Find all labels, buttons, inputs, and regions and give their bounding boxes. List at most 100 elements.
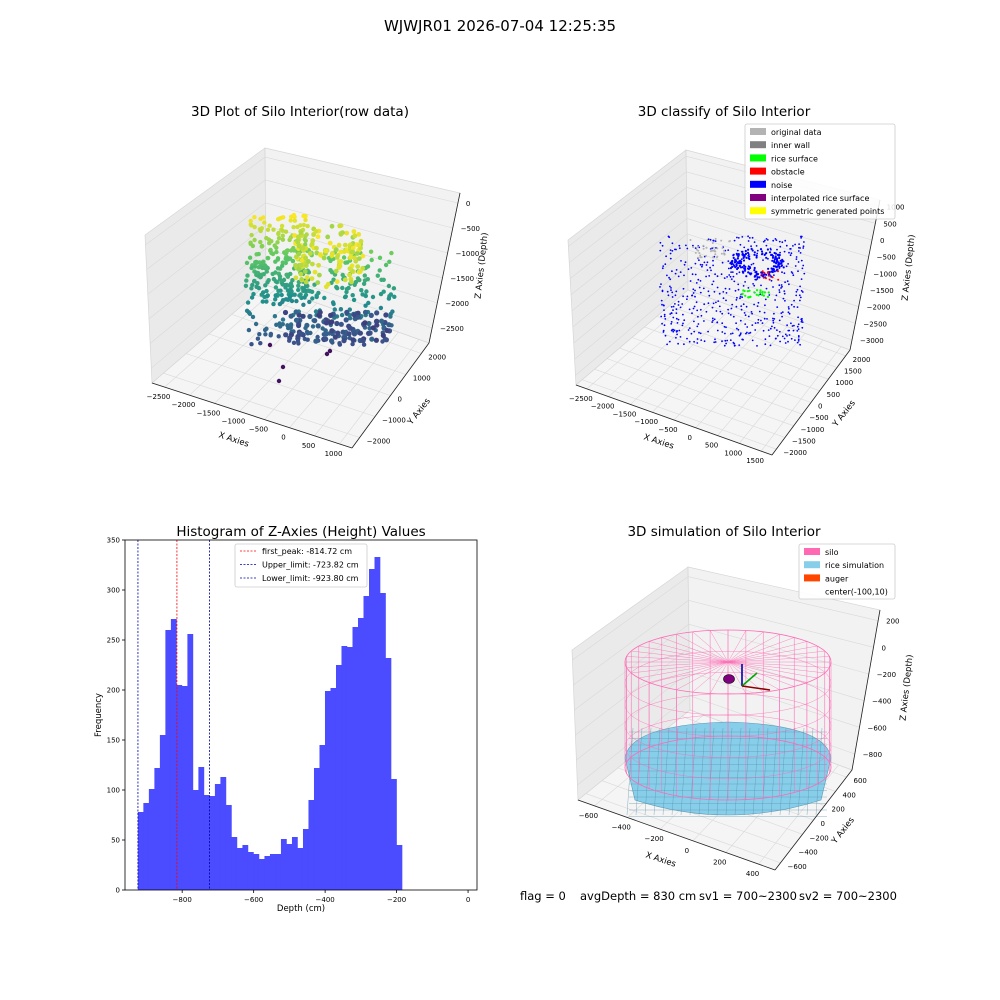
noise-point: [789, 248, 791, 250]
raw-z-axis-label: Z Axies (Depth): [474, 232, 491, 299]
y-tick-label: 1500: [844, 368, 862, 376]
ring-point: [746, 251, 750, 254]
raw-data-point: [257, 332, 262, 337]
noise-point: [712, 280, 715, 283]
noise-point: [790, 337, 793, 340]
histogram-bar: [335, 665, 342, 890]
noise-point: [781, 271, 783, 274]
noise-point: [799, 299, 801, 302]
noise-point: [794, 243, 796, 246]
noise-point: [668, 276, 670, 279]
noise-point: [716, 329, 719, 332]
raw-data-point: [288, 313, 294, 319]
y-gridline: [163, 372, 360, 438]
noise-point: [737, 288, 740, 291]
noise-point: [801, 321, 804, 323]
raw-data-point: [292, 233, 297, 238]
ring-point: [751, 249, 754, 252]
raw-data-point: [280, 364, 286, 370]
obstacle-point: [762, 276, 765, 279]
legend-label: Upper_limit: -723.82 cm: [262, 561, 359, 570]
raw-data-point: [298, 262, 304, 268]
raw-data-point: [329, 328, 335, 334]
noise-point: [788, 329, 791, 332]
noise-point: [706, 269, 709, 271]
noise-point: [668, 236, 671, 239]
noise-point: [661, 303, 663, 306]
noise-point: [667, 294, 670, 297]
ring-point: [756, 276, 759, 279]
silo-lid-spoke: [727, 631, 764, 663]
raw-data-point: [336, 242, 342, 248]
raw-data-point: [352, 233, 358, 239]
raw-data-point: [295, 239, 301, 245]
raw-data-point: [268, 333, 273, 338]
noise-point: [788, 283, 790, 286]
histogram-x-axis-label: Depth (cm): [277, 904, 325, 914]
y-tick-label: 0: [818, 403, 822, 411]
rice-mesh-line: [644, 727, 652, 816]
silo-lid-spoke: [727, 634, 780, 663]
noise-point: [797, 335, 800, 337]
raw-data-point: [304, 275, 310, 280]
noise-point: [748, 332, 750, 335]
x-tick-label: −600: [579, 812, 598, 820]
noise-point: [721, 261, 724, 264]
ring-point: [755, 256, 758, 259]
histogram-bar: [269, 854, 276, 890]
status-flag: flag = 0: [520, 889, 566, 903]
raw-data-point: [263, 332, 268, 337]
noise-point: [792, 329, 795, 332]
noise-point: [796, 288, 799, 291]
noise-point: [666, 343, 668, 346]
noise-point: [784, 342, 787, 344]
raw-data-point: [258, 216, 263, 222]
histogram-bar: [198, 767, 205, 890]
noise-point: [720, 273, 723, 276]
noise-point: [800, 237, 802, 239]
noise-point: [764, 298, 767, 301]
histogram-bar: [192, 790, 199, 890]
y-tick-label: 250: [107, 637, 120, 645]
raw-data-point: [374, 310, 380, 316]
ring-point: [782, 266, 785, 269]
raw-data-point: [278, 288, 283, 293]
raw-data-point: [277, 274, 283, 279]
noise-point: [684, 261, 687, 264]
raw-data-point: [248, 218, 253, 224]
ring-point: [774, 256, 777, 259]
noise-point: [744, 314, 747, 317]
noise-point: [737, 237, 740, 239]
noise-point: [739, 243, 742, 246]
raw-data-point: [375, 273, 380, 278]
noise-point: [678, 244, 681, 247]
noise-point: [774, 299, 776, 301]
y-gridline: [644, 326, 820, 392]
raw-data-point: [367, 326, 372, 331]
silo-lid-spoke: [727, 661, 764, 693]
histogram-bar: [385, 658, 392, 890]
ring-point: [776, 265, 779, 268]
raw-data-point: [304, 232, 309, 237]
original-data-point: [705, 254, 707, 257]
noise-point: [746, 331, 748, 334]
raw-data-point: [288, 281, 294, 286]
raw-data-point: [369, 257, 374, 263]
histogram-bar: [374, 557, 381, 890]
raw-data-point: [377, 255, 383, 260]
raw-data-point: [272, 243, 277, 248]
ring-point: [778, 254, 781, 257]
histogram-bar: [280, 839, 287, 890]
raw-data-point: [344, 230, 350, 236]
noise-point: [703, 340, 706, 343]
raw-data-point: [389, 250, 394, 256]
raw-data-point: [279, 223, 285, 229]
original-data-point: [728, 240, 731, 243]
raw-data-point: [357, 277, 362, 283]
noise-point: [786, 335, 788, 337]
x-tick-label: 1000: [724, 449, 742, 457]
noise-point: [737, 255, 739, 258]
noise-point: [741, 296, 743, 299]
raw-data-point: [269, 250, 274, 256]
silo-lid-spoke: [638, 661, 729, 679]
